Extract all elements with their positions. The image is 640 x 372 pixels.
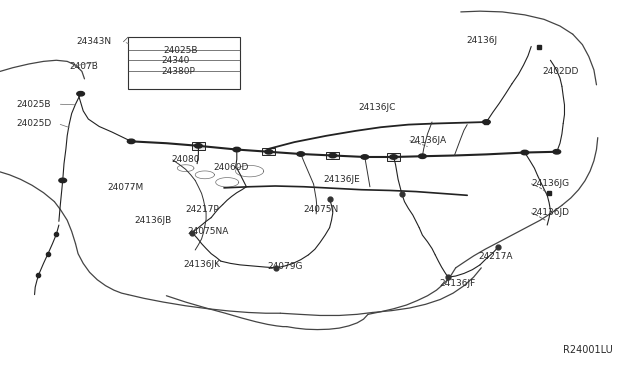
Circle shape bbox=[233, 147, 241, 152]
FancyBboxPatch shape bbox=[262, 148, 275, 155]
Text: 24025B: 24025B bbox=[16, 100, 51, 109]
Circle shape bbox=[127, 139, 135, 144]
Circle shape bbox=[390, 155, 397, 159]
Text: 24217A: 24217A bbox=[479, 252, 513, 261]
FancyBboxPatch shape bbox=[387, 153, 400, 161]
Text: 24380P: 24380P bbox=[161, 67, 195, 76]
Circle shape bbox=[77, 92, 84, 96]
Circle shape bbox=[59, 178, 67, 183]
Text: 24077M: 24077M bbox=[108, 183, 144, 192]
Text: 24136JB: 24136JB bbox=[134, 216, 172, 225]
Text: 24060D: 24060D bbox=[213, 163, 248, 172]
Text: 24217P: 24217P bbox=[186, 205, 220, 214]
Text: 24136JD: 24136JD bbox=[531, 208, 569, 217]
Text: 24136JG: 24136JG bbox=[531, 179, 570, 188]
Text: 24136J: 24136J bbox=[466, 36, 497, 45]
Circle shape bbox=[361, 155, 369, 159]
Bar bbox=[128, 37, 240, 89]
Text: 24343N: 24343N bbox=[77, 37, 112, 46]
Circle shape bbox=[265, 150, 273, 154]
FancyBboxPatch shape bbox=[326, 152, 339, 159]
Text: 24080: 24080 bbox=[172, 155, 200, 164]
Text: 24340: 24340 bbox=[161, 56, 189, 65]
Circle shape bbox=[297, 152, 305, 156]
Circle shape bbox=[553, 150, 561, 154]
Text: 24075NA: 24075NA bbox=[188, 227, 229, 236]
FancyBboxPatch shape bbox=[192, 142, 205, 150]
Text: 24136JE: 24136JE bbox=[324, 175, 360, 184]
Text: 24025B: 24025B bbox=[163, 46, 198, 55]
Circle shape bbox=[483, 120, 490, 124]
Text: 24075N: 24075N bbox=[303, 205, 339, 214]
Circle shape bbox=[419, 154, 426, 158]
Text: 24025D: 24025D bbox=[16, 119, 51, 128]
Text: 24136JC: 24136JC bbox=[358, 103, 396, 112]
Circle shape bbox=[521, 150, 529, 155]
Text: 2407B: 2407B bbox=[69, 62, 98, 71]
Text: R24001LU: R24001LU bbox=[563, 346, 613, 355]
Circle shape bbox=[329, 153, 337, 158]
Text: 24136JA: 24136JA bbox=[410, 136, 447, 145]
Text: 24136JF: 24136JF bbox=[439, 279, 476, 288]
Text: 24079G: 24079G bbox=[268, 262, 303, 271]
Circle shape bbox=[195, 144, 202, 148]
Text: 24136JK: 24136JK bbox=[183, 260, 220, 269]
Text: 2402DD: 2402DD bbox=[543, 67, 579, 76]
